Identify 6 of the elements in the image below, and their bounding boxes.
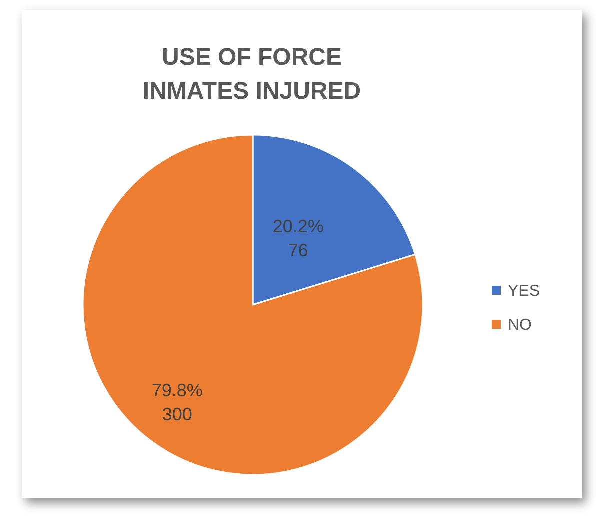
legend-label: YES [508,283,540,300]
legend-label: NO [508,317,532,334]
pie-slice [82,134,424,476]
data-label: 20.2% 76 [272,216,324,260]
data-label: 79.8% 300 [152,380,203,425]
chart-title: USE OF FORCE INMATES INJURED [142,44,362,105]
